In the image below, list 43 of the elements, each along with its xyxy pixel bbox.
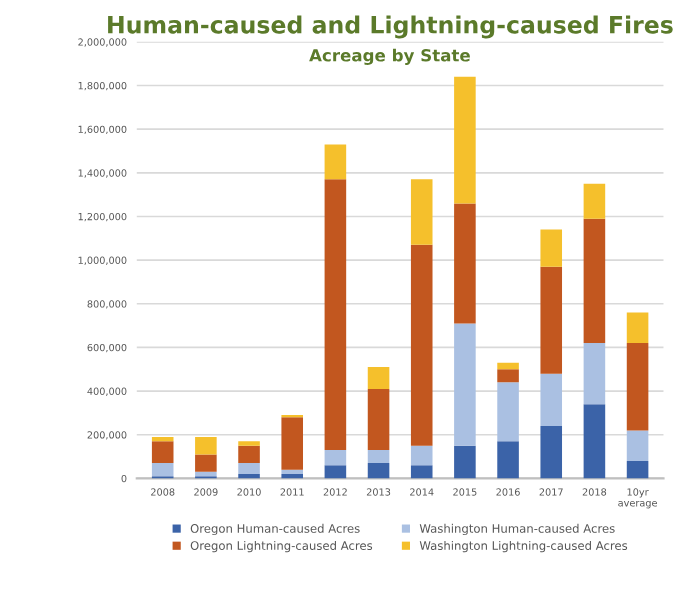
bar: [497, 362, 519, 370]
bar: [151, 463, 174, 477]
bar: [367, 463, 390, 479]
bar: [540, 373, 563, 427]
bar: [497, 369, 519, 383]
bar: [324, 450, 347, 466]
bar: [324, 465, 347, 479]
bar: [281, 417, 304, 470]
bar: [626, 343, 649, 431]
bar: [238, 445, 260, 464]
bar: [238, 463, 260, 475]
bar: [497, 441, 519, 479]
bar: [583, 343, 606, 405]
bar: [626, 460, 649, 479]
bar: [367, 450, 390, 464]
bar: [195, 471, 217, 477]
bar: [583, 404, 606, 479]
bar: [497, 382, 519, 442]
bar: [281, 469, 304, 475]
bar: [540, 266, 563, 374]
chart-title: Human-caused and Lightning-caused Fires: [108, 15, 673, 39]
bar: [410, 445, 433, 466]
bar: [367, 388, 390, 451]
bar: [540, 229, 563, 267]
bar: [195, 436, 217, 455]
bar: [454, 203, 476, 324]
bar: [626, 430, 649, 461]
bar: [410, 244, 433, 446]
bar: [626, 312, 649, 344]
bar: [367, 367, 390, 389]
bar: [454, 323, 476, 446]
bar: [540, 426, 563, 479]
bar: [410, 179, 433, 245]
bar: [583, 183, 606, 219]
bar: [324, 179, 347, 451]
chart-subtitle: Acreage by State: [309, 48, 470, 65]
bar: [454, 445, 476, 479]
bar: [410, 465, 433, 479]
bar: [454, 76, 476, 204]
bar: [583, 218, 606, 344]
bar: [151, 441, 174, 464]
bar: [195, 454, 217, 472]
bar: [324, 144, 347, 180]
